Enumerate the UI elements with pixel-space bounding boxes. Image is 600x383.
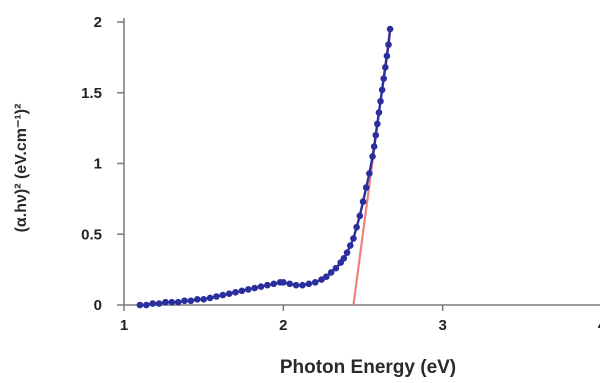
data-point xyxy=(318,276,325,283)
data-point xyxy=(369,153,376,160)
y-tick-label: 1 xyxy=(94,156,102,173)
data-point xyxy=(264,281,271,289)
data-points-layer xyxy=(136,25,394,309)
data-point xyxy=(350,235,357,242)
x-ticks: 1 2 3 4 xyxy=(120,305,600,334)
data-point xyxy=(280,279,287,286)
data-point xyxy=(149,300,156,307)
series-line xyxy=(139,28,392,307)
data-point xyxy=(359,198,367,206)
data-point xyxy=(372,131,380,139)
data-point xyxy=(353,223,360,231)
data-point xyxy=(193,296,201,303)
data-point xyxy=(257,283,265,290)
data-point xyxy=(155,300,163,307)
y-tick-label: 1.5 xyxy=(81,85,102,102)
data-point xyxy=(181,297,188,305)
x-tick-label: 1 xyxy=(120,317,128,334)
y-axis-title: (α.hν)² (eV.cm⁻¹)² xyxy=(13,104,30,233)
data-point xyxy=(370,143,378,150)
data-point xyxy=(187,297,195,305)
data-point xyxy=(238,287,246,295)
y-tick-label: 2 xyxy=(94,14,102,31)
data-point xyxy=(332,264,340,272)
data-point xyxy=(305,280,313,288)
data-point xyxy=(168,298,176,306)
data-point xyxy=(143,301,150,309)
x-tick-label: 4 xyxy=(598,317,600,334)
data-point xyxy=(213,293,220,300)
data-point xyxy=(286,280,294,288)
data-point xyxy=(292,281,300,289)
y-tick-label: 0.5 xyxy=(81,226,102,243)
data-point xyxy=(225,290,233,297)
y-tick-label: 0 xyxy=(94,297,102,314)
x-tick-label: 2 xyxy=(279,317,287,334)
data-point xyxy=(380,75,388,82)
data-point xyxy=(382,63,389,71)
data-point xyxy=(374,120,381,128)
data-point xyxy=(200,296,207,303)
data-point xyxy=(378,86,386,94)
data-point xyxy=(385,41,392,48)
data-point xyxy=(362,184,370,191)
data-point xyxy=(366,170,373,177)
axes xyxy=(123,18,600,306)
x-axis-title: Photon Energy (eV) xyxy=(280,357,456,378)
data-point xyxy=(327,269,335,276)
data-point xyxy=(251,284,258,292)
data-point xyxy=(270,280,278,288)
data-point xyxy=(375,109,383,116)
data-point xyxy=(219,291,227,299)
data-point xyxy=(206,294,214,302)
data-point xyxy=(383,52,391,60)
data-point xyxy=(386,25,394,33)
data-point xyxy=(174,298,182,306)
data-point xyxy=(323,273,330,281)
data-point xyxy=(343,249,351,256)
data-point xyxy=(377,97,384,105)
y-ticks: 0 0.5 1 1.5 2 xyxy=(81,14,124,314)
data-point xyxy=(356,212,364,220)
data-point xyxy=(311,279,319,286)
x-tick-label: 3 xyxy=(438,317,446,334)
data-point xyxy=(232,288,239,296)
data-point xyxy=(162,298,169,306)
data-point xyxy=(299,281,306,289)
data-point xyxy=(244,286,252,293)
data-point xyxy=(136,301,144,309)
data-point xyxy=(346,242,354,249)
data-point xyxy=(340,255,348,262)
